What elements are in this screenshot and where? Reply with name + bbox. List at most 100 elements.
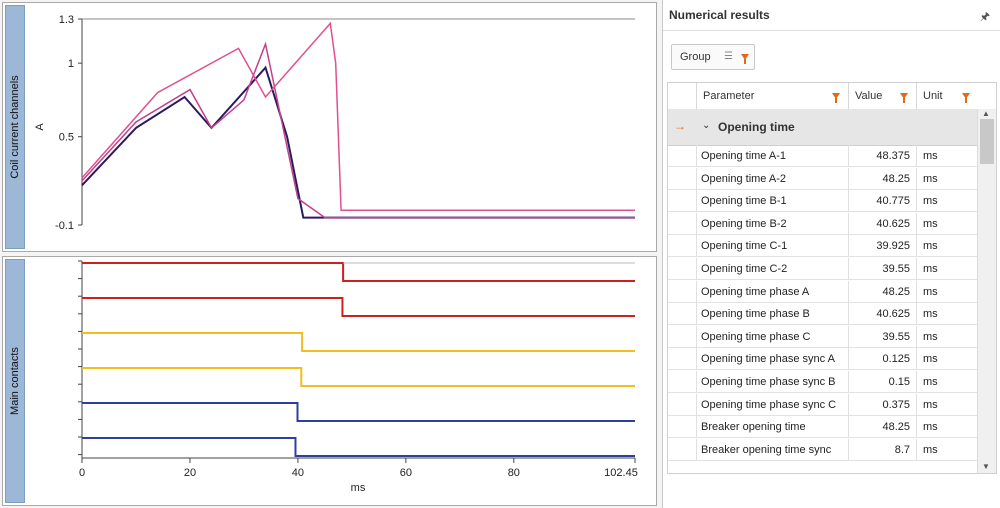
unit-cell: ms [916, 325, 978, 348]
contact-trace-2 [82, 297, 635, 317]
unit-cell: ms [916, 438, 978, 461]
filter-icon[interactable] [900, 93, 908, 103]
parameter-cell: Breaker opening time [696, 416, 848, 439]
parameter-cell: Opening time phase sync B [696, 371, 848, 393]
table-row[interactable]: Opening time phase A 48.25 ms [668, 280, 978, 303]
pin-icon[interactable]: 🖈 [979, 11, 990, 23]
parameter-cell: Opening time phase B [696, 303, 848, 326]
contact-trace-5 [82, 402, 635, 422]
table-row[interactable]: Opening time phase sync C 0.375 ms [668, 393, 978, 416]
value-cell: 48.25 [848, 416, 916, 439]
parameter-cell: Opening time C-1 [696, 235, 848, 258]
main-contacts-chart[interactable]: 0 20 40 60 80 102.45 ms [3, 257, 658, 505]
contact-trace-1 [82, 262, 635, 282]
chevron-down-icon[interactable]: ⌄ [702, 120, 711, 131]
unit-cell: ms [916, 190, 978, 213]
filter-icon[interactable] [832, 93, 840, 103]
column-header-label: Value [855, 90, 883, 102]
table-row[interactable]: Opening time C-2 39.55 ms [668, 258, 978, 280]
unit-cell: ms [916, 235, 978, 258]
parameter-cell: Opening time B-2 [696, 212, 848, 235]
table-row[interactable]: Opening time B-1 40.775 ms [668, 190, 978, 213]
table-row[interactable]: Opening time A-2 48.25 ms [668, 167, 978, 190]
x-tick-label: 80 [508, 467, 520, 479]
divider [663, 30, 1000, 31]
group-button[interactable]: Group ☰ [671, 44, 755, 70]
group-title: Opening time [718, 120, 795, 134]
table-header: Parameter Value Unit [668, 83, 978, 110]
coil-current-panel[interactable]: Coil current channels A 1.3 1 0.5 -0.1 [2, 2, 657, 252]
parameter-cell: Opening time phase sync C [696, 393, 848, 416]
group-label: Group [680, 51, 711, 63]
value-cell: 48.25 [848, 167, 916, 190]
coil-current-series-2 [81, 41, 635, 219]
value-cell: 39.55 [848, 325, 916, 348]
value-cell: 0.375 [848, 393, 916, 416]
table-row[interactable]: Breaker opening time sync 8.7 ms [668, 438, 978, 461]
numerical-results-panel: Numerical results 🖈 Group ☰ Parameter Va… [662, 0, 1000, 508]
scroll-up-icon[interactable]: ▲ [982, 109, 990, 118]
results-table: Parameter Value Unit → ⌄ Opening time Op… [667, 82, 997, 474]
coil-current-chart[interactable]: A 1.3 1 0.5 -0.1 [3, 3, 658, 251]
unit-cell: ms [916, 416, 978, 439]
table-row[interactable]: Breaker opening time 48.25 ms [668, 416, 978, 439]
main-contacts-panel[interactable]: Main contacts 0 20 40 60 80 102.45 ms [2, 256, 657, 506]
vertical-scrollbar[interactable]: ▲ ▼ [977, 109, 996, 473]
table-row[interactable]: Opening time B-2 40.625 ms [668, 212, 978, 235]
unit-cell: ms [916, 280, 978, 303]
table-row[interactable]: Opening time phase sync A 0.125 ms [668, 348, 978, 371]
parameter-cell: Breaker opening time sync [696, 438, 848, 461]
coil-current-series-1 [81, 65, 635, 219]
contact-trace-6 [82, 437, 635, 457]
filter-icon[interactable] [741, 54, 749, 64]
scrollbar-thumb[interactable] [980, 119, 994, 164]
value-cell: 8.7 [848, 438, 916, 461]
parameter-cell: Opening time phase C [696, 325, 848, 348]
group-row-opening-time[interactable]: → ⌄ Opening time [668, 109, 978, 146]
results-title: Numerical results [669, 8, 770, 22]
x-tick-label: 40 [292, 467, 304, 479]
parameter-cell: Opening time phase sync A [696, 348, 848, 371]
column-header-parameter[interactable]: Parameter [696, 83, 848, 109]
value-cell: 39.925 [848, 235, 916, 258]
column-header-label: Unit [923, 90, 943, 102]
coil-current-tab[interactable]: Coil current channels [5, 5, 25, 249]
unit-cell: ms [916, 212, 978, 235]
sort-icon: ☰ [724, 51, 733, 62]
parameter-cell: Opening time A-1 [696, 145, 848, 167]
table-row[interactable]: Opening time A-1 48.375 ms [668, 145, 978, 167]
scroll-down-icon[interactable]: ▼ [982, 462, 990, 471]
contact-trace-4 [82, 367, 635, 387]
value-cell: 39.55 [848, 258, 916, 280]
unit-cell: ms [916, 303, 978, 326]
value-cell: 48.25 [848, 280, 916, 303]
value-cell: 40.625 [848, 303, 916, 326]
value-cell: 0.125 [848, 348, 916, 371]
unit-cell: ms [916, 167, 978, 190]
table-row[interactable]: Opening time phase B 40.625 ms [668, 303, 978, 326]
parameter-cell: Opening time A-2 [696, 167, 848, 190]
arrow-right-icon: → [674, 119, 686, 133]
value-cell: 0.15 [848, 371, 916, 393]
x-tick-label: 0 [79, 467, 85, 479]
filter-icon[interactable] [962, 93, 970, 103]
table-row[interactable]: Opening time C-1 39.925 ms [668, 235, 978, 258]
value-cell: 40.625 [848, 212, 916, 235]
y-tick-label: 0.5 [59, 132, 74, 144]
x-tick-label: 102.45 [604, 467, 638, 479]
main-contacts-tab[interactable]: Main contacts [5, 259, 25, 503]
y-unit-label: A [34, 123, 46, 131]
column-header-value[interactable]: Value [848, 83, 916, 109]
y-tick-label: 1.3 [59, 14, 74, 26]
coil-current-series-3 [81, 21, 635, 212]
table-row[interactable]: Opening time phase sync B 0.15 ms [668, 371, 978, 393]
unit-cell: ms [916, 145, 978, 167]
x-tick-label: 60 [400, 467, 412, 479]
parameter-cell: Opening time C-2 [696, 258, 848, 280]
column-header-unit[interactable]: Unit [916, 83, 978, 109]
unit-cell: ms [916, 371, 978, 393]
unit-cell: ms [916, 348, 978, 371]
table-row[interactable]: Opening time phase C 39.55 ms [668, 325, 978, 348]
unit-cell: ms [916, 393, 978, 416]
parameter-cell: Opening time phase A [696, 280, 848, 303]
